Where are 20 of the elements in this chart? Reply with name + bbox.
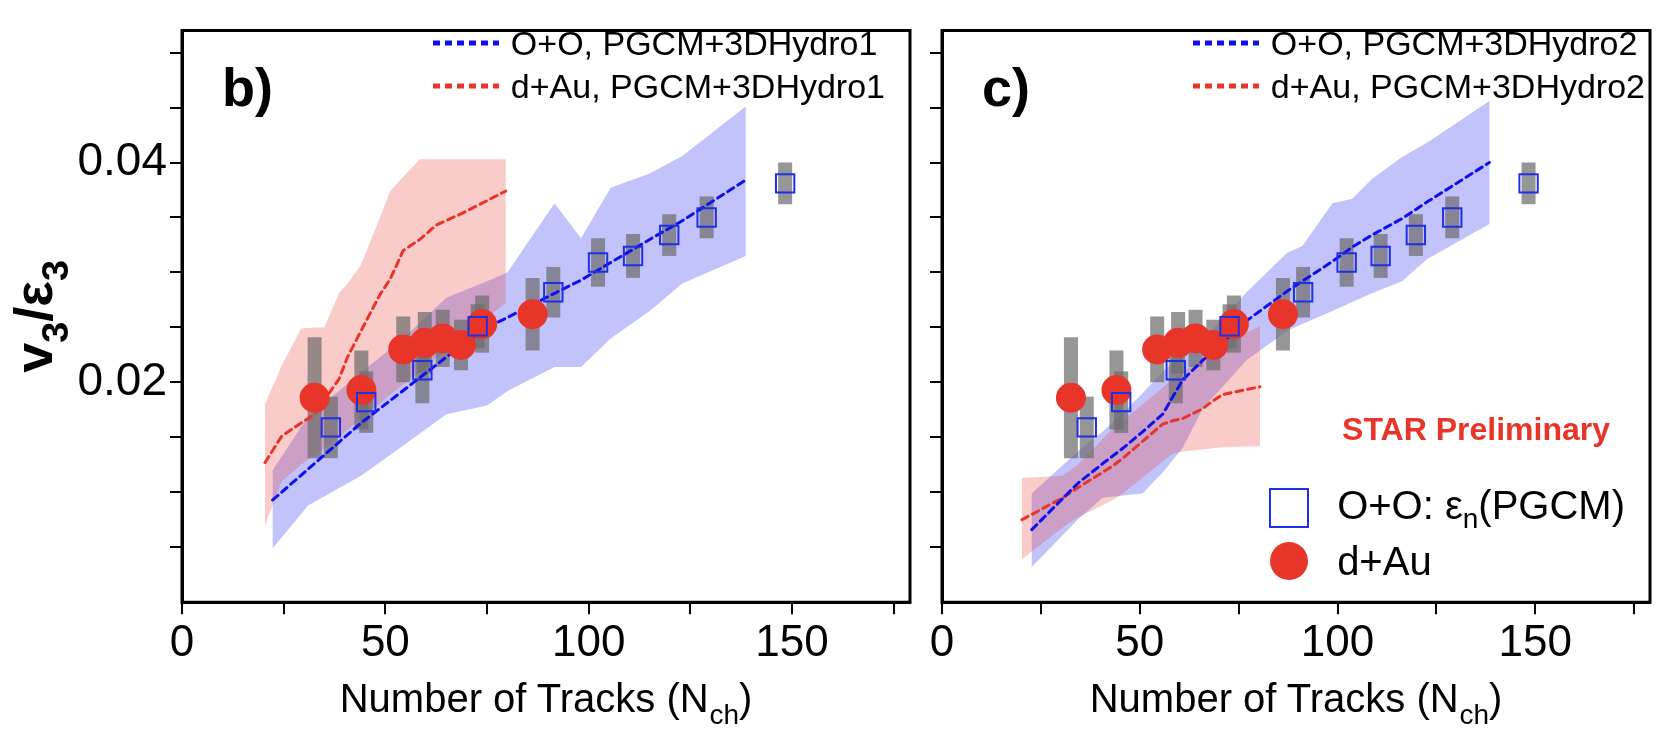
x-tick-label: 0 — [169, 615, 195, 665]
annotation: c) — [982, 56, 1031, 117]
annotation: b) — [222, 56, 273, 117]
y-tick-label: 0.04 — [77, 133, 167, 186]
legend-label: O+O, PGCM+3DHydro2 — [1270, 23, 1638, 64]
x-tick-label: 100 — [1300, 615, 1375, 665]
x-tick-label: 150 — [755, 615, 829, 665]
x-tick-label: 50 — [360, 615, 410, 665]
annotation: STAR Preliminary — [1342, 410, 1611, 447]
y-axis-title: v3/ε3 — [3, 260, 77, 373]
x-tick-label: 150 — [1498, 615, 1573, 665]
y-tick-label: 0.02 — [77, 353, 167, 406]
x-tick-label: 0 — [929, 615, 955, 665]
legend-label: d+Au — [1337, 538, 1432, 585]
x-tick-label: 50 — [1115, 615, 1165, 665]
legend-label: d+Au, PGCM+3DHydro1 — [510, 65, 885, 107]
legend-label: O+O: ε$_{n}$(PGCM) — [1337, 482, 1625, 536]
legend-label: O+O, PGCM+3DHydro1 — [510, 23, 878, 64]
legend-label: d+Au, PGCM+3DHydro2 — [1270, 65, 1645, 107]
x-tick-label: 100 — [551, 615, 626, 665]
